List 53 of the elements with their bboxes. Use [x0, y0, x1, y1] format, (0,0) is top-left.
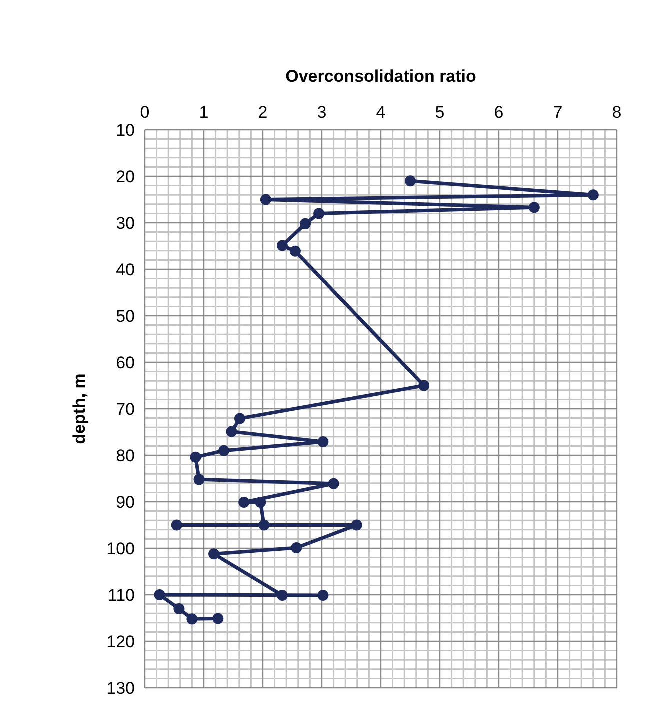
y-tick-label: 110 [108, 586, 135, 605]
x-tick-label: 7 [553, 103, 563, 122]
point [588, 190, 599, 201]
point [260, 194, 272, 206]
point [318, 590, 329, 601]
x-tick-label: 8 [612, 103, 622, 122]
y-tick-label: 60 [116, 353, 135, 372]
x-axis-title: Overconsolidation ratio [286, 67, 476, 86]
point [190, 452, 202, 463]
y-tick-label: 10 [116, 120, 135, 140]
point [276, 590, 288, 601]
x-tick-label: 3 [317, 103, 327, 122]
y-tick-label: 130 [106, 678, 135, 698]
point [194, 474, 205, 486]
point [291, 542, 302, 554]
point [314, 208, 325, 220]
x-tick-label: 0 [140, 103, 150, 122]
y-tick-label: 120 [106, 632, 135, 652]
point [226, 426, 238, 438]
point [174, 603, 185, 614]
point [218, 445, 230, 456]
point [528, 202, 540, 214]
y-tick-label: 90 [116, 492, 135, 512]
point [208, 548, 220, 560]
point [405, 176, 416, 187]
y-tick-label: 50 [116, 306, 135, 326]
point [234, 413, 246, 424]
point [186, 614, 198, 625]
point [418, 380, 430, 392]
point [255, 496, 266, 508]
point [212, 613, 224, 624]
point [328, 478, 340, 490]
x-tick-label: 1 [199, 103, 209, 122]
point [318, 436, 329, 448]
point [290, 246, 301, 257]
y-tick-label: 100 [106, 539, 135, 558]
x-tick-label: 2 [258, 103, 268, 122]
point [171, 520, 182, 531]
x-tick-label: 5 [435, 103, 445, 122]
y-axis-title: depth, m [70, 374, 89, 444]
y-tick-label: 20 [116, 167, 135, 186]
x-tick-label: 4 [376, 103, 386, 122]
point [258, 520, 270, 531]
point [300, 218, 311, 230]
point [351, 520, 362, 531]
point [276, 240, 288, 252]
point [154, 590, 166, 600]
point [238, 496, 250, 508]
y-tick-label: 70 [116, 400, 135, 419]
y-tick-label: 40 [116, 260, 135, 280]
x-tick-label: 6 [494, 103, 504, 122]
y-tick-label: 80 [116, 446, 135, 466]
y-tick-label: 30 [116, 214, 135, 233]
